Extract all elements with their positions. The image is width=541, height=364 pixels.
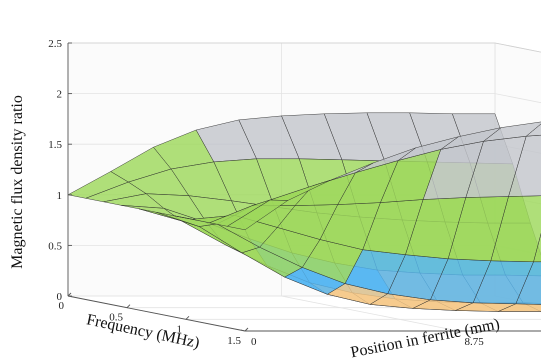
z-tick-label: 1 (57, 190, 63, 202)
x-tick-label: 1.5 (227, 335, 241, 347)
x-tick-label: 0 (59, 300, 65, 312)
x-tick-mark (185, 316, 190, 320)
surface-facet (533, 232, 541, 263)
z-tick-label: 2 (57, 89, 63, 101)
box-top-edge (68, 42, 541, 53)
x-tick-mark (67, 292, 72, 297)
z-tick-label: 2.5 (48, 38, 62, 50)
surface-layer (67, 112, 541, 312)
y-tick-label: 8.75 (465, 336, 485, 348)
z-tick-label: 0.5 (48, 240, 62, 252)
y-tick-mark (240, 329, 246, 332)
x-tick-label: 0.5 (109, 312, 123, 324)
y-tick-label: 0 (251, 336, 257, 348)
tick-layer: 00.511.522.500.511.508.7517.5 (48, 38, 485, 348)
x-axis-label: Frequency (MHz) (85, 311, 201, 352)
x-gridline (127, 307, 541, 309)
z-axis-label: Magnetic flux density ratio (9, 95, 26, 269)
x-gridline (186, 318, 541, 320)
z-tick-label: 1.5 (48, 139, 62, 151)
y-tick-mark (454, 329, 459, 332)
x-tick-mark (126, 304, 131, 308)
z-tick-label: 0 (57, 291, 63, 303)
x-axis-line (67, 295, 246, 332)
x-tick-label: 1 (177, 323, 183, 335)
surface-facet (227, 199, 288, 231)
x-tick-mark (244, 327, 249, 332)
